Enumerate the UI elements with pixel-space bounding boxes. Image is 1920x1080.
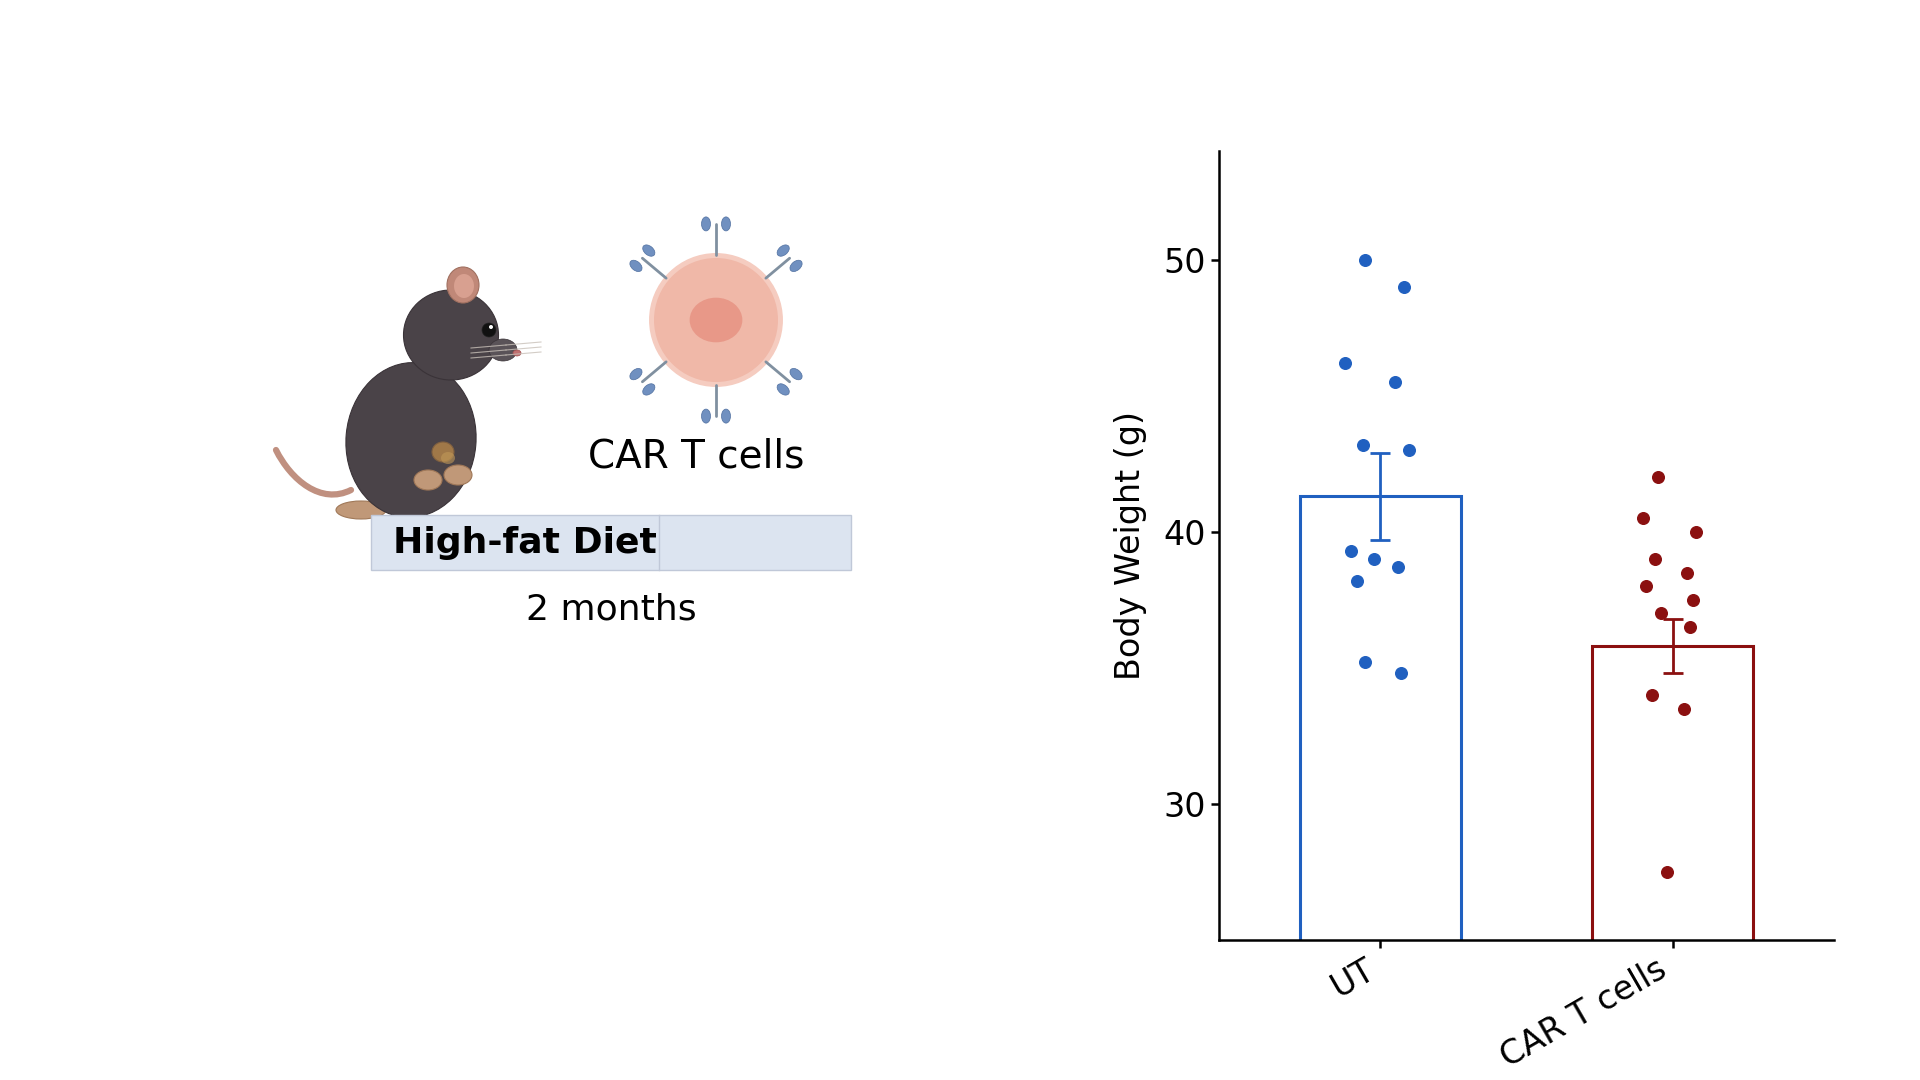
Ellipse shape (722, 217, 730, 231)
Point (1645, 605, 1676, 622)
Point (1630, 578, 1661, 595)
Circle shape (655, 258, 778, 382)
Text: CAR T cells: CAR T cells (588, 437, 804, 475)
Point (1388, 279, 1419, 296)
Ellipse shape (689, 298, 743, 342)
Ellipse shape (336, 501, 386, 519)
Ellipse shape (643, 383, 655, 395)
Point (1680, 523, 1711, 540)
Bar (1592, 646, 1753, 1080)
Ellipse shape (490, 339, 516, 361)
Point (1674, 619, 1705, 636)
Y-axis label: Body Weight (g): Body Weight (g) (1114, 410, 1146, 680)
Point (1342, 572, 1373, 590)
Ellipse shape (432, 442, 453, 462)
Point (1638, 686, 1668, 703)
Point (1350, 653, 1380, 671)
Point (1640, 551, 1670, 568)
Ellipse shape (513, 350, 520, 356)
Ellipse shape (701, 217, 710, 231)
Point (1668, 700, 1699, 717)
Circle shape (490, 325, 493, 329)
Ellipse shape (630, 260, 641, 271)
Circle shape (482, 323, 495, 337)
Ellipse shape (346, 363, 476, 517)
Point (1336, 542, 1367, 559)
Ellipse shape (778, 383, 789, 395)
Point (1672, 564, 1703, 581)
Ellipse shape (789, 260, 803, 271)
Ellipse shape (701, 409, 710, 423)
Point (1628, 510, 1659, 527)
Ellipse shape (415, 470, 442, 490)
Ellipse shape (778, 245, 789, 256)
Ellipse shape (447, 267, 478, 303)
Ellipse shape (453, 274, 474, 298)
Point (1350, 252, 1380, 269)
Ellipse shape (444, 465, 472, 485)
Ellipse shape (403, 291, 499, 380)
Circle shape (649, 253, 783, 387)
Point (1379, 374, 1409, 391)
Ellipse shape (789, 368, 803, 380)
Point (1382, 558, 1413, 576)
Point (1651, 863, 1682, 880)
Ellipse shape (643, 245, 655, 256)
Text: 2 months: 2 months (526, 593, 697, 627)
Ellipse shape (630, 368, 641, 380)
Ellipse shape (722, 409, 730, 423)
Point (1644, 469, 1674, 486)
Point (1678, 591, 1709, 608)
Ellipse shape (442, 453, 455, 464)
Point (1359, 551, 1390, 568)
Point (1331, 354, 1361, 372)
Bar (1300, 497, 1461, 1080)
FancyBboxPatch shape (371, 515, 851, 570)
Point (1384, 664, 1415, 681)
Point (1394, 442, 1425, 459)
Text: High-fat Diet: High-fat Diet (394, 526, 657, 559)
Point (1348, 436, 1379, 454)
